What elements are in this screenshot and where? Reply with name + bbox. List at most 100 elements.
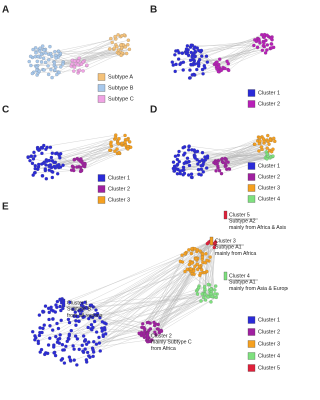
node: [81, 315, 85, 319]
annotation-text: mainly Subtype C: [151, 340, 192, 346]
node: [271, 147, 275, 151]
node: [31, 330, 35, 334]
node: [61, 163, 65, 167]
legend-swatch: [97, 174, 106, 182]
node: [113, 135, 118, 140]
node: [78, 312, 83, 316]
legend-swatch: [247, 364, 256, 372]
edge: [69, 244, 216, 323]
node: [265, 48, 269, 52]
node: [265, 157, 269, 161]
annotation-text: mainly from Africa: [215, 251, 256, 257]
node: [81, 69, 85, 73]
node: [78, 165, 83, 169]
node: [46, 343, 51, 347]
node: [189, 172, 194, 176]
node: [42, 48, 46, 52]
edge: [180, 137, 260, 172]
node: [26, 155, 30, 159]
node: [187, 248, 191, 252]
edge: [78, 49, 114, 62]
node: [84, 358, 89, 362]
node: [97, 335, 101, 340]
legend-swatch: [247, 340, 256, 348]
node: [115, 147, 119, 151]
node: [62, 361, 67, 365]
node: [54, 151, 58, 156]
node: [214, 284, 218, 288]
node: [50, 54, 54, 59]
node: [120, 141, 124, 145]
legend-swatch: [247, 89, 256, 97]
node: [91, 354, 95, 359]
node: [94, 330, 99, 334]
edge: [38, 241, 210, 342]
node: [154, 332, 158, 337]
node: [55, 299, 60, 304]
node: [213, 292, 217, 296]
node: [172, 164, 177, 168]
edge: [207, 243, 215, 291]
node: [176, 57, 181, 61]
node: [61, 348, 65, 352]
edge: [81, 52, 118, 65]
node: [75, 165, 79, 169]
node: [260, 48, 265, 52]
edge: [204, 148, 268, 158]
node: [269, 46, 274, 50]
node: [175, 157, 180, 162]
node: [180, 51, 184, 55]
node: [260, 33, 264, 37]
edge: [201, 38, 258, 51]
node: [38, 326, 42, 330]
node: [181, 165, 186, 169]
node: [183, 251, 187, 256]
edge: [103, 258, 196, 337]
node: [29, 154, 34, 158]
node: [31, 47, 35, 52]
node: [219, 171, 224, 176]
edge: [228, 40, 266, 71]
node: [37, 313, 42, 317]
node: [255, 45, 260, 50]
node: [201, 170, 205, 174]
node: [40, 146, 45, 150]
edge: [52, 44, 124, 78]
node: [123, 133, 127, 138]
node: [173, 154, 178, 158]
node: [195, 292, 200, 296]
legend-label: Cluster 3: [258, 185, 280, 191]
edge: [69, 248, 192, 336]
edge: [141, 271, 186, 336]
node: [55, 163, 59, 168]
edge: [84, 147, 127, 164]
node: [59, 152, 63, 156]
node: [200, 150, 205, 155]
node: [198, 249, 202, 253]
node: [52, 60, 57, 65]
node: [192, 148, 196, 152]
annotation-text: from all regions: [67, 313, 103, 319]
node: [30, 161, 35, 166]
edge: [44, 137, 116, 163]
node: [176, 49, 180, 53]
annotation-marker: [209, 236, 214, 246]
node: [51, 317, 55, 321]
node: [50, 175, 55, 180]
edge: [206, 247, 215, 272]
node: [101, 334, 105, 339]
node: [58, 304, 62, 309]
edge: [92, 257, 197, 351]
network-panel: B Cluster 1 Cluster 2: [150, 5, 280, 108]
panel-label: D: [150, 105, 157, 116]
node: [120, 34, 124, 38]
node: [265, 146, 269, 150]
node: [91, 325, 95, 330]
node: [128, 140, 132, 144]
node: [35, 147, 40, 151]
node: [49, 305, 53, 309]
node: [203, 298, 208, 302]
node: [181, 68, 185, 72]
node: [46, 72, 51, 77]
node: [102, 327, 106, 331]
